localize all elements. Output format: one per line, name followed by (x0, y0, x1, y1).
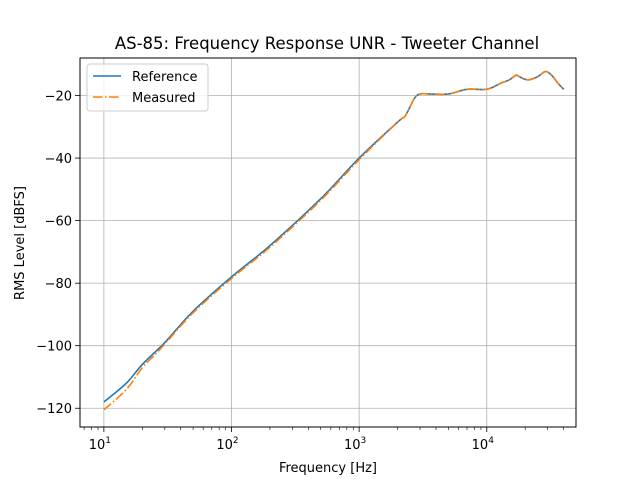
x-tick-label: 101 (89, 436, 111, 453)
x-tick-label: 104 (472, 436, 495, 453)
legend: Reference Measured (86, 63, 209, 112)
ticks: 101 102 103 104 −120 −100 −80 −60 −40 −20 (36, 90, 564, 453)
y-tick-label: −20 (45, 90, 72, 105)
y-tick-label: −40 (45, 152, 72, 167)
series-line-measured (103, 70, 565, 411)
chart-title: AS-85: Frequency Response UNR - Tweeter … (115, 34, 539, 53)
plot-area (80, 58, 576, 427)
y-tick-label: −120 (36, 402, 72, 417)
x-tick-label: 102 (216, 436, 238, 453)
grid (80, 58, 576, 427)
y-tick-label: −60 (45, 215, 72, 230)
legend-label-reference: Reference (132, 70, 197, 85)
series-layer (103, 70, 565, 411)
legend-label-measured: Measured (132, 91, 196, 106)
y-tick-label: −100 (36, 340, 72, 355)
x-tick-label: 103 (344, 436, 366, 453)
y-axis-label: RMS Level [dBFS] (13, 186, 28, 300)
axes-frame (79, 57, 577, 428)
y-tick-label: −80 (45, 277, 72, 292)
x-axis-label: Frequency [Hz] (279, 461, 377, 476)
